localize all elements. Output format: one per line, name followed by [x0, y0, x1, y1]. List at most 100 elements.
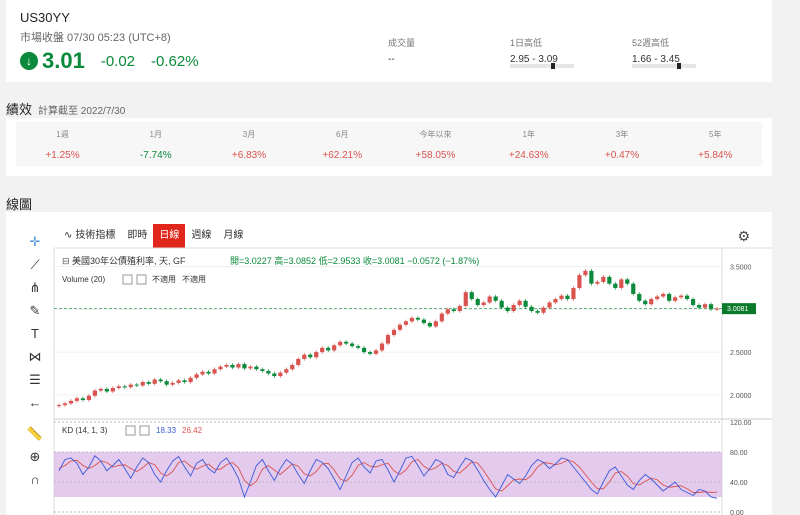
- performance-period: 3年: [615, 130, 629, 139]
- candle: [182, 380, 187, 383]
- d-line: [58, 458, 718, 493]
- candle: [439, 313, 444, 322]
- kd-axis-tick: 120.00: [730, 420, 752, 427]
- monthly-tab[interactable]: 月線: [223, 230, 244, 241]
- magnet-icon[interactable]: ∩: [30, 472, 40, 487]
- candle: [254, 366, 259, 370]
- candle: [535, 311, 540, 313]
- performance-period: 5年: [709, 130, 722, 139]
- trendline-icon[interactable]: ⟋: [30, 257, 40, 272]
- series-name: 美國30年公債殖利率, 天, GF: [72, 255, 186, 266]
- candle: [80, 398, 86, 401]
- candle: [272, 373, 277, 377]
- performance-col: 1週 +1.25%: [16, 122, 109, 161]
- candle: [224, 364, 229, 367]
- gear-icon[interactable]: ⚙: [737, 228, 750, 244]
- candle: [361, 347, 367, 353]
- performance-value: +0.47%: [604, 150, 640, 161]
- kd-visibility-icon[interactable]: [125, 425, 136, 436]
- candle: [320, 347, 325, 353]
- candle: [391, 329, 397, 335]
- performance-period: 1年: [522, 130, 535, 139]
- pattern-icon[interactable]: ⋈: [28, 349, 42, 364]
- k-value: 18.33: [156, 426, 177, 435]
- chart-card: ✛ ⟋ ⋔ ✎ T ⋈ ☰ ← 📏 ⊕ ∩ ∿ 技術指標 即時 日線 週線 月線 …: [6, 212, 772, 515]
- kd-axis-tick: 0.00: [730, 510, 744, 515]
- zoom-in-icon[interactable]: ⊕: [29, 449, 41, 464]
- candle: [350, 343, 355, 347]
- candle: [649, 299, 654, 305]
- text-tool-icon[interactable]: T: [31, 326, 39, 341]
- candle: [685, 295, 690, 300]
- price-change-pct: -0.62%: [151, 52, 199, 70]
- kd-close-icon[interactable]: [139, 425, 150, 436]
- candle: [421, 319, 426, 324]
- brush-icon[interactable]: ✎: [29, 303, 41, 318]
- kd-band: [54, 452, 722, 497]
- candle: [266, 370, 271, 374]
- performance-col: 1月 -7.74%: [109, 122, 202, 161]
- collapse-icon[interactable]: ⊟: [62, 256, 70, 266]
- candle: [290, 364, 295, 370]
- week52-marker: [677, 63, 681, 69]
- candle: [708, 304, 714, 310]
- candle: [463, 292, 468, 306]
- candle: [613, 283, 618, 288]
- week52-label: 52週高低: [632, 38, 670, 48]
- ruler-icon[interactable]: 📏: [26, 426, 44, 441]
- candle: [176, 380, 181, 383]
- candle: [212, 369, 217, 374]
- candle: [236, 364, 241, 368]
- candle: [379, 343, 385, 351]
- candle: [385, 335, 391, 344]
- intraday-tab[interactable]: 即時: [127, 230, 148, 241]
- performance-value: +1.25%: [45, 150, 80, 161]
- last-price: 3.01: [42, 48, 85, 73]
- candle: [373, 350, 379, 354]
- visibility-icon[interactable]: [122, 274, 133, 285]
- crosshair-icon[interactable]: ✛: [29, 234, 41, 249]
- last-price-tag-label: 3.0081: [727, 306, 749, 313]
- volume-na-1: 不適用: [152, 274, 176, 284]
- candle: [326, 347, 331, 351]
- quote-card: US30YY 市場收盤 07/30 05:23 (UTC+8) ↓ 3.01 -…: [6, 0, 772, 82]
- candle: [505, 307, 510, 312]
- candle: [690, 299, 696, 306]
- candle: [140, 382, 145, 386]
- performance-value: +24.63%: [508, 150, 549, 161]
- main-axis-tick: 2.5000: [730, 350, 752, 357]
- candle: [188, 377, 193, 383]
- candle: [308, 354, 313, 358]
- candle: [332, 345, 337, 351]
- candle: [170, 382, 175, 385]
- volume-label: 成交量: [388, 38, 416, 48]
- volume-legend: Volume (20): [62, 275, 105, 284]
- close-icon[interactable]: [136, 274, 147, 285]
- candle: [589, 270, 594, 284]
- day-range-bar: [510, 63, 574, 69]
- candle: [367, 352, 373, 354]
- candle: [702, 304, 708, 308]
- candle: [451, 309, 456, 312]
- candle: [517, 300, 522, 306]
- candle: [667, 293, 672, 301]
- fib-icon[interactable]: ☰: [29, 372, 41, 387]
- candle: [230, 364, 235, 368]
- k-line: [58, 455, 718, 499]
- indicators-button[interactable]: ∿ 技術指標: [64, 230, 116, 241]
- candle: [643, 300, 648, 305]
- candle: [397, 324, 403, 330]
- candle: [595, 281, 600, 284]
- performance-col: 今年以來 +58.05%: [389, 122, 482, 161]
- candle: [116, 386, 121, 389]
- pitchfork-icon[interactable]: ⋔: [29, 280, 41, 295]
- candle: [547, 302, 552, 308]
- candle: [523, 300, 528, 307]
- price-row: ↓ 3.01 -0.02 -0.62%: [20, 48, 215, 74]
- daily-tab[interactable]: 日線: [153, 224, 186, 248]
- candle: [194, 374, 199, 378]
- back-arrow-icon[interactable]: ←: [28, 395, 42, 410]
- weekly-tab[interactable]: 週線: [191, 230, 212, 241]
- kd-legend: KD (14, 1, 3): [62, 426, 108, 435]
